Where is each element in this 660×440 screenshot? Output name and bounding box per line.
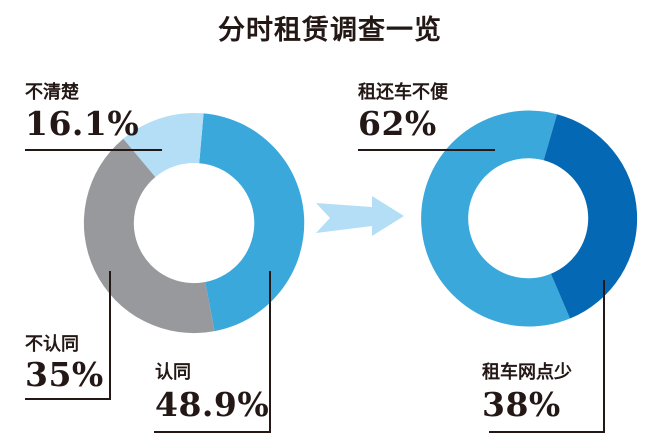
label-few-outlets: 租车网点少 <box>482 362 572 383</box>
label-agree: 认同 <box>155 362 191 383</box>
value-unsure: 16.1% <box>25 104 140 143</box>
chart-title: 分时租赁调查一览 <box>218 15 442 46</box>
label-inconvenient: 租还车不便 <box>358 82 448 103</box>
arrow-icon <box>316 196 404 236</box>
segment-agree <box>199 113 305 332</box>
value-few-outlets: 38% <box>482 385 561 424</box>
segment-unsure <box>123 112 204 177</box>
label-disagree: 不认同 <box>25 334 79 355</box>
label-unsure: 不清楚 <box>25 82 79 103</box>
segment-inconvenient <box>421 110 570 327</box>
value-inconvenient: 62% <box>358 104 437 143</box>
left-donut <box>83 112 305 334</box>
right-donut <box>421 110 638 327</box>
segment-disagree <box>83 138 215 334</box>
segment-few-outlets <box>543 114 638 319</box>
leader-lines <box>25 149 605 433</box>
value-disagree: 35% <box>25 355 104 394</box>
value-agree: 48.9% <box>155 385 270 424</box>
